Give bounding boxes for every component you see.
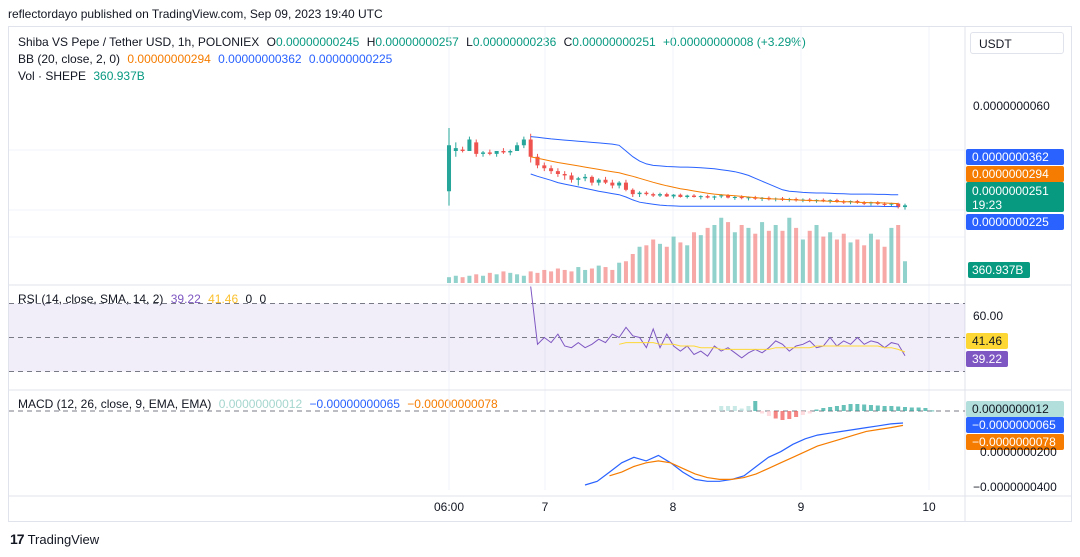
macd-value: −0.00000000065	[309, 397, 400, 411]
tradingview-logo[interactable]: 17 TradingView	[10, 531, 99, 547]
vol-legend: Vol · SHEPE 360.937B	[18, 69, 149, 83]
high-label: H	[366, 35, 376, 49]
rsi-sma-value: 41.46	[208, 292, 239, 306]
vol-label: Vol · SHEPE	[18, 69, 87, 83]
close-value: 0.00000000251	[572, 35, 656, 49]
rsi-extra-1: 0	[245, 292, 253, 306]
chart-frame	[8, 26, 1072, 522]
close-label: C	[563, 35, 573, 49]
brand-name: TradingView	[27, 531, 100, 547]
rsi-legend: RSI (14, close, SMA, 14, 2) 39.22 41.46 …	[18, 292, 270, 306]
rsi-label: RSI (14, close, SMA, 14, 2)	[18, 292, 164, 306]
bb-upper-value: 0.00000000362	[218, 52, 302, 66]
bb-lower-value: 0.00000000225	[308, 52, 393, 66]
tv-logo-icon: 17	[10, 531, 25, 547]
bb-legend: BB (20, close, 2, 0) 0.00000000294 0.000…	[18, 52, 396, 66]
macd-legend: MACD (12, 26, close, 9, EMA, EMA) 0.0000…	[18, 397, 502, 411]
publisher-credit: reflectordayo published on TradingView.c…	[8, 7, 383, 21]
vol-value: 360.937B	[93, 69, 145, 83]
high-value: 0.00000000257	[375, 35, 459, 49]
open-label: O	[266, 35, 276, 49]
bb-basis-value: 0.00000000294	[127, 52, 211, 66]
change-value: +0.00000000008 (+3.29%)	[663, 35, 806, 49]
rsi-value: 39.22	[170, 292, 201, 306]
low-value: 0.00000000236	[472, 35, 557, 49]
currency-button[interactable]: USDT	[970, 32, 1064, 54]
rsi-extra-2: 0	[259, 292, 267, 306]
symbol-title: Shiba VS Pepe / Tether USD, 1h, POLONIEX	[18, 35, 260, 49]
open-value: 0.00000000245	[275, 35, 360, 49]
macd-hist-value: 0.00000000012	[218, 397, 303, 411]
bb-label: BB (20, close, 2, 0)	[18, 52, 121, 66]
main-legend: Shiba VS Pepe / Tether USD, 1h, POLONIEX…	[18, 35, 810, 49]
macd-label: MACD (12, 26, close, 9, EMA, EMA)	[18, 397, 212, 411]
low-label: L	[466, 35, 473, 49]
macd-signal-value: −0.00000000078	[407, 397, 498, 411]
